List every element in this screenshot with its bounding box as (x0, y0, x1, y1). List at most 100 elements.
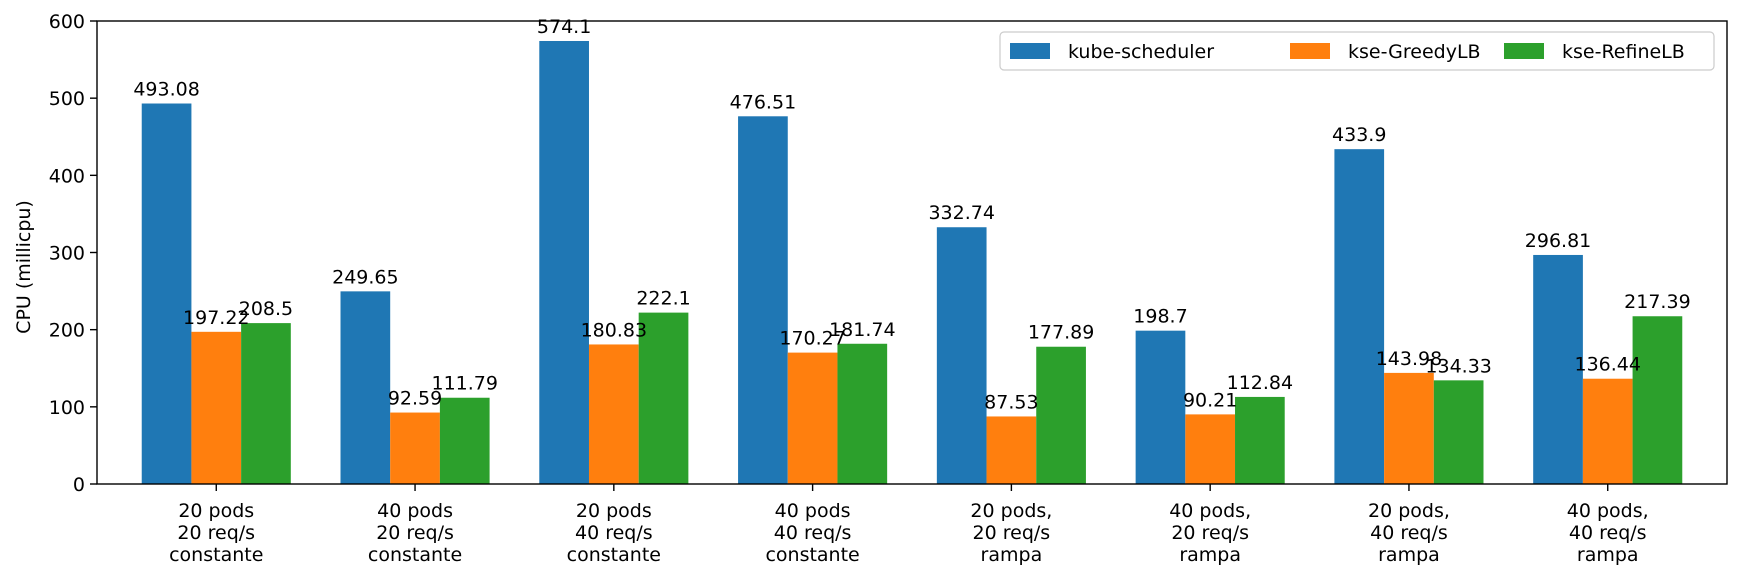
legend-swatch-kse-greedylb (1290, 43, 1330, 59)
x-tick-label-line: constante (567, 544, 661, 566)
y-tick-label: 600 (49, 11, 85, 33)
bar-kse-refinelb (1433, 380, 1484, 484)
bar-kube-scheduler (1135, 330, 1186, 484)
x-tick-label: 40 pods, 40 req/s rampa (1567, 500, 1649, 566)
x-tick-label-line: 20 req/s (376, 522, 454, 544)
x-tick-label-line: 40 req/s (774, 522, 852, 544)
bar-kse-greedylb (1384, 372, 1434, 484)
legend-frame (999, 31, 1715, 71)
bar-kse-refinelb (638, 312, 689, 484)
x-tick-label: 20 pods, 20 req/s rampa (970, 500, 1052, 566)
y-tick-label: 400 (49, 165, 85, 187)
bars-group (141, 40, 1683, 485)
bar-kube-scheduler (539, 40, 589, 484)
data-label-kse-refinelb: 208.5 (239, 298, 293, 320)
data-label-kse-refinelb: 112.84 (1227, 372, 1293, 394)
data-labels-group: 493.08 249.65 574.1 476.51 332.74 198.7 433.9 2… (133, 16, 1690, 413)
data-label-kse-greedylb: 197.22 (183, 307, 249, 329)
data-label-kse-greedylb: 87.53 (984, 391, 1038, 413)
x-tick-label-line: constante (765, 544, 859, 566)
data-label-kube-scheduler: 433.9 (1332, 124, 1386, 146)
x-tick-label-line: 20 pods (178, 500, 254, 522)
data-label-kse-greedylb: 92.59 (388, 388, 442, 410)
bar-kse-greedylb (588, 344, 639, 484)
data-label-kse-greedylb: 90.21 (1183, 389, 1237, 411)
y-tick-label: 500 (49, 88, 85, 110)
x-tick-label-line: rampa (1179, 544, 1241, 566)
data-label-kse-greedylb: 170.27 (779, 328, 845, 350)
x-tick-label-line: 20 pods (576, 500, 652, 522)
data-label-kse-refinelb: 111.79 (432, 373, 498, 395)
x-tick-label-line: 20 req/s (973, 522, 1051, 544)
data-label-kube-scheduler: 296.81 (1525, 230, 1591, 252)
bar-kse-refinelb (837, 343, 888, 484)
bar-kse-greedylb (986, 416, 1037, 484)
data-label-kube-scheduler: 332.74 (928, 202, 994, 224)
data-label-kse-greedylb: 143.98 (1376, 348, 1442, 370)
y-axis-title: CPU (millicpu) (13, 200, 35, 334)
data-label-kube-scheduler: 493.08 (133, 79, 199, 101)
data-label-kse-refinelb: 177.89 (1028, 322, 1094, 344)
bar-kse-refinelb (241, 323, 291, 484)
y-tick-label: 300 (49, 243, 85, 265)
bar-kube-scheduler (738, 116, 788, 484)
x-tick-label-line: 40 pods (377, 500, 453, 522)
x-tick-label-line: 20 pods, (1368, 500, 1450, 522)
x-tick-label-line: rampa (1577, 544, 1639, 566)
data-label-kube-scheduler: 574.1 (537, 16, 591, 38)
legend: kube-scheduler kse-GreedyLB kse-RefineLB (999, 31, 1715, 71)
x-tick-label: 40 pods 20 req/s constante (368, 500, 462, 566)
data-label-kse-greedylb: 136.44 (1574, 354, 1640, 376)
x-tick-label-line: 20 pods, (970, 500, 1052, 522)
y-tick-label: 200 (49, 320, 85, 342)
data-label-kse-refinelb: 181.74 (829, 319, 895, 341)
data-label-kube-scheduler: 249.65 (332, 266, 398, 288)
legend-swatch-kube-scheduler (1010, 43, 1050, 59)
bar-kse-refinelb (1632, 316, 1683, 484)
x-tick-label-line: 40 pods, (1169, 500, 1251, 522)
legend-label-kse-refinelb: kse-RefineLB (1562, 41, 1685, 63)
bar-kse-greedylb (191, 331, 242, 484)
data-label-kube-scheduler: 198.7 (1133, 306, 1187, 328)
data-label-kube-scheduler: 476.51 (730, 91, 796, 113)
x-tick-label-line: rampa (1378, 544, 1440, 566)
x-tick-label-line: constante (368, 544, 462, 566)
legend-label-kube-scheduler: kube-scheduler (1068, 41, 1214, 63)
data-label-kse-refinelb: 222.1 (636, 288, 690, 310)
legend-label-kse-greedylb: kse-GreedyLB (1348, 41, 1481, 63)
x-tick-label: 20 pods 40 req/s constante (567, 500, 661, 566)
x-tick-label: 20 pods 20 req/s constante (169, 500, 263, 566)
data-label-kse-refinelb: 217.39 (1624, 291, 1690, 313)
bar-kse-greedylb (787, 352, 838, 484)
bar-kse-refinelb (1235, 396, 1285, 484)
plot-frame (96, 20, 1728, 485)
x-tick-label-line: 40 pods (775, 500, 851, 522)
x-tick-label-line: 40 req/s (1569, 522, 1647, 544)
x-tick-label-line: 20 req/s (177, 522, 255, 544)
bar-kube-scheduler (936, 227, 987, 484)
x-tick-label-line: 40 req/s (1370, 522, 1448, 544)
data-label-kse-refinelb: 134.33 (1425, 355, 1491, 377)
y-tick-label: 0 (73, 474, 85, 496)
x-tick-label: 40 pods 40 req/s constante (765, 500, 859, 566)
x-tick-label-line: rampa (981, 544, 1043, 566)
bar-kube-scheduler (1334, 149, 1385, 484)
bar-kse-greedylb (1185, 414, 1236, 484)
bar-kube-scheduler (340, 291, 391, 484)
bar-kse-greedylb (390, 412, 440, 484)
y-axis-ticks: 0 100 200 300 400 500 600 (49, 11, 97, 496)
bar-kse-refinelb (1036, 346, 1086, 484)
x-tick-label: 40 pods, 20 req/s rampa (1169, 500, 1251, 566)
y-tick-label: 100 (49, 397, 85, 419)
x-tick-label-line: 40 req/s (575, 522, 653, 544)
x-tick-label: 20 pods, 40 req/s rampa (1368, 500, 1450, 566)
bar-kube-scheduler (1533, 254, 1583, 484)
bar-kse-greedylb (1582, 378, 1633, 484)
bar-kse-refinelb (439, 397, 490, 484)
legend-swatch-kse-refinelb (1504, 43, 1544, 59)
y-axis-title-group: CPU (millicpu) (13, 200, 35, 334)
x-tick-label-line: 40 pods, (1567, 500, 1649, 522)
x-tick-label-line: constante (169, 544, 263, 566)
